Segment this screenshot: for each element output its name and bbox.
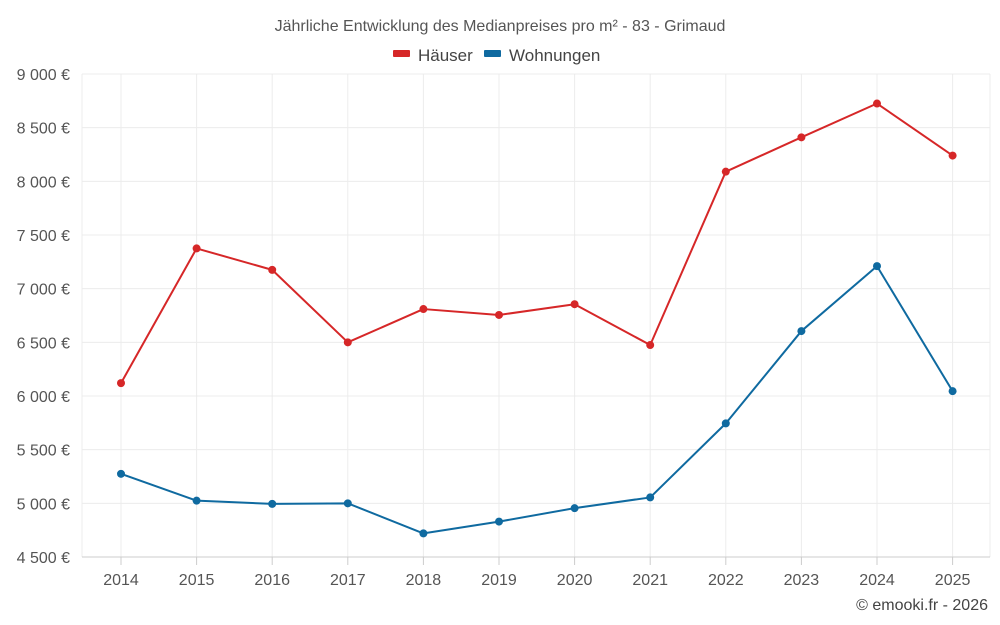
data-point-haeuser[interactable] bbox=[343, 338, 352, 347]
data-point-haeuser[interactable] bbox=[873, 99, 881, 108]
data-point-wohnungen[interactable] bbox=[192, 496, 201, 505]
x-tick-label: 2019 bbox=[481, 572, 517, 589]
legend-label-wohnungen: Wohnungen bbox=[509, 46, 600, 65]
data-point-wohnungen[interactable] bbox=[721, 419, 730, 428]
y-tick-label: 6 500 € bbox=[17, 335, 70, 352]
data-point-haeuser[interactable] bbox=[419, 305, 428, 314]
y-tick-label: 9 000 € bbox=[17, 67, 70, 84]
series bbox=[117, 99, 957, 538]
legend: Häuser Wohnungen bbox=[393, 46, 600, 65]
data-point-haeuser[interactable] bbox=[117, 379, 125, 388]
y-tick-label: 8 500 € bbox=[17, 121, 70, 138]
legend-swatch-haeuser bbox=[393, 50, 410, 57]
legend-label-haeuser: Häuser bbox=[418, 46, 473, 65]
data-point-haeuser[interactable] bbox=[268, 265, 277, 274]
y-tick-label: 4 500 € bbox=[17, 550, 70, 567]
legend-swatch-wohnungen bbox=[484, 50, 501, 57]
data-point-wohnungen[interactable] bbox=[343, 499, 352, 508]
data-point-wohnungen[interactable] bbox=[495, 517, 503, 526]
data-point-wohnungen[interactable] bbox=[570, 504, 579, 513]
grid bbox=[81, 73, 991, 557]
x-tick-label: 2023 bbox=[784, 572, 820, 589]
data-point-wohnungen[interactable] bbox=[268, 499, 277, 508]
x-tick-label: 2025 bbox=[935, 572, 971, 589]
y-tick-label: 7 500 € bbox=[17, 228, 70, 245]
x-tick-label: 2022 bbox=[708, 572, 744, 589]
series-line-wohnungen bbox=[120, 265, 954, 535]
x-tick-label: 2016 bbox=[254, 572, 290, 589]
data-point-haeuser[interactable] bbox=[646, 341, 655, 350]
x-tick-label: 2014 bbox=[103, 572, 139, 589]
y-tick-label: 8 000 € bbox=[17, 174, 70, 191]
data-point-haeuser[interactable] bbox=[721, 167, 730, 176]
data-point-wohnungen[interactable] bbox=[646, 493, 655, 502]
x-tick-label: 2021 bbox=[632, 572, 668, 589]
data-point-wohnungen[interactable] bbox=[948, 387, 957, 396]
legend-item-haeuser[interactable]: Häuser bbox=[393, 46, 473, 65]
data-point-wohnungen[interactable] bbox=[117, 469, 125, 478]
axes: 4 500 € 5 000 € 5 500 € 6 000 € 6 500 € 7 000… bbox=[17, 67, 990, 589]
x-tick-label: 2018 bbox=[406, 572, 442, 589]
x-tick-label: 2017 bbox=[330, 572, 366, 589]
chart-title: Jährliche Entwicklung des Medianpreises … bbox=[275, 18, 726, 35]
data-point-haeuser[interactable] bbox=[948, 151, 957, 160]
legend-item-wohnungen[interactable]: Wohnungen bbox=[484, 46, 600, 65]
y-tick-label: 5 000 € bbox=[17, 496, 70, 513]
data-point-haeuser[interactable] bbox=[570, 300, 579, 309]
y-tick-label: 7 000 € bbox=[17, 282, 70, 299]
y-tick-label: 6 000 € bbox=[17, 389, 70, 406]
data-point-haeuser[interactable] bbox=[797, 133, 806, 142]
y-tick-label: 5 500 € bbox=[17, 443, 70, 460]
data-point-haeuser[interactable] bbox=[192, 244, 201, 253]
x-tick-label: 2020 bbox=[557, 572, 593, 589]
data-point-haeuser[interactable] bbox=[495, 310, 503, 319]
series-line-haeuser bbox=[120, 102, 954, 384]
credit-text: © emooki.fr - 2026 bbox=[856, 597, 988, 614]
data-point-wohnungen[interactable] bbox=[419, 529, 428, 538]
x-tick-label: 2024 bbox=[859, 572, 895, 589]
x-tick-label: 2015 bbox=[179, 572, 215, 589]
data-point-wohnungen[interactable] bbox=[797, 327, 806, 336]
data-point-wohnungen[interactable] bbox=[873, 262, 881, 271]
